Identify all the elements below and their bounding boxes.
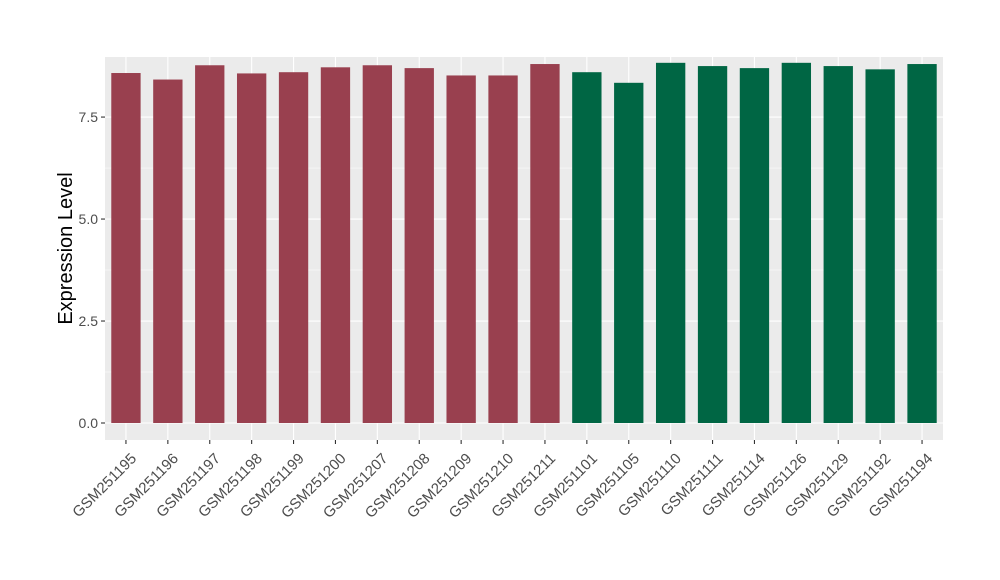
bar-GSM251129 [823, 66, 853, 423]
bar-GSM251198 [236, 73, 267, 423]
y-tick-label: 0.0 [79, 415, 99, 431]
bar-GSM251196 [153, 79, 183, 424]
bar-GSM251210 [488, 75, 518, 424]
y-axis-title: Expression Level [55, 172, 77, 324]
bar-GSM251192 [865, 69, 895, 423]
bar-GSM251207 [362, 65, 393, 423]
bar-GSM251199 [278, 72, 309, 423]
bar-GSM251200 [320, 67, 351, 423]
y-tick-label: 2.5 [79, 313, 99, 329]
bar-GSM251105 [614, 82, 644, 423]
x-axis: GSM251195GSM251196GSM251197GSM251198GSM2… [69, 440, 936, 522]
y-tick-label: 7.5 [79, 109, 99, 125]
y-axis: 0.0 2.5 5.0 7.5 [79, 109, 105, 431]
bar-GSM251197 [195, 65, 225, 423]
bar-GSM251195 [111, 73, 141, 424]
y-tick-label: 5.0 [79, 211, 99, 227]
bar-GSM251209 [446, 75, 476, 424]
bar-GSM251208 [404, 68, 434, 423]
bar-GSM251194 [907, 64, 937, 423]
bar-GSM251211 [530, 64, 560, 423]
bar-GSM251114 [739, 68, 770, 423]
bars [111, 62, 937, 424]
bar-GSM251110 [655, 62, 686, 423]
bar-GSM251111 [697, 66, 728, 423]
bar-GSM251101 [572, 72, 602, 423]
bar-GSM251126 [781, 62, 812, 423]
plot-panel [105, 57, 943, 440]
